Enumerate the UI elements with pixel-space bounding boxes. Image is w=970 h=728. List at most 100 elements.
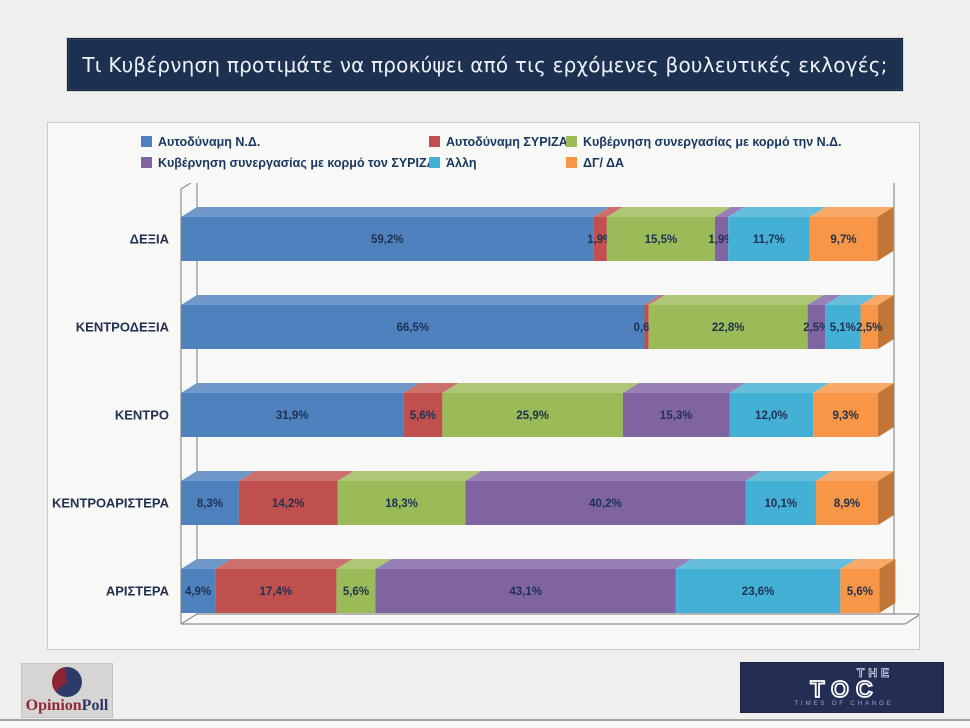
bar-segment-top (729, 383, 830, 393)
page-title: Τι Κυβέρνηση προτιμάτε να προκύψει από τ… (82, 52, 888, 77)
bar-segment-top (606, 207, 731, 217)
wall-top-edge (180, 183, 192, 190)
bar-segment-top (181, 383, 420, 393)
bar-segment-top (840, 559, 896, 569)
bar-segment (337, 481, 466, 525)
bar-segment-top (622, 383, 746, 393)
title-bar: Τι Κυβέρνηση προτιμάτε να προκύψει από τ… (67, 38, 903, 91)
bar-segment-top (442, 383, 639, 393)
bar-segment (860, 305, 878, 349)
bar-segment (336, 569, 376, 613)
legend-swatch (141, 157, 152, 168)
category-label: ΑΡΙΣΤΕΡΑ (106, 584, 170, 599)
chart-legend: Αυτοδύναμη Ν.Δ. Αυτοδύναμη ΣΥΡΙΖΑ Κυβέρνησ… (48, 123, 919, 183)
bar-segment-top (825, 295, 877, 305)
bar-segment-side (878, 471, 894, 525)
value-label: 15,5% (645, 234, 678, 246)
category-label: ΔΕΞΙΑ (130, 232, 170, 247)
bar-segment (442, 393, 623, 437)
bar-segment-top (644, 295, 665, 305)
value-label: 5,6% (410, 410, 436, 422)
bar-segment (403, 393, 443, 437)
bar-segment (181, 569, 216, 613)
bar-segment-top (238, 471, 354, 481)
value-label: 11,7% (753, 234, 785, 246)
value-label: 9,7% (830, 234, 856, 246)
bar-segment (593, 217, 607, 261)
bar-segment-side (878, 383, 894, 437)
value-label: 5,6% (847, 586, 873, 598)
value-label: 22,8% (712, 322, 745, 334)
value-label: 1,9% (708, 234, 734, 246)
bar-segment-side (877, 207, 894, 261)
value-label: 2,5% (803, 322, 829, 334)
legend-swatch (429, 136, 440, 147)
category-label: ΚΕΝΤΡΟΑΡΙΣΤΕΡΑ (52, 496, 170, 511)
bar-segment (840, 569, 880, 613)
value-label: 59,2% (371, 234, 404, 246)
bar-segment-top (860, 295, 894, 305)
value-label: 14,2% (272, 498, 305, 510)
bar-segment-top (181, 559, 232, 569)
legend-label: Άλλη (446, 155, 477, 170)
bar-segment (714, 217, 729, 261)
bar-segment-top (728, 207, 826, 217)
value-label: 43,1% (509, 586, 542, 598)
bar-segment (238, 481, 338, 525)
bar-segment (181, 217, 594, 261)
legend-label: ΔΓ/ ΔΑ (583, 155, 624, 170)
bar-segment-top (181, 295, 661, 305)
bottom-divider (0, 719, 970, 721)
legend-item: Άλλη (429, 155, 477, 170)
legend-label: Κυβέρνηση συνεργασίας με κορμό την Ν.Δ. (583, 134, 842, 149)
thetoc-logo: THE TOC TIMES OF CHANGE (740, 662, 944, 713)
bar-segment (815, 481, 878, 525)
bar-segment-top (337, 471, 482, 481)
category-label: ΚΕΝΤΡΟΔΕΞΙΑ (76, 320, 170, 335)
legend-item: ΔΓ/ ΔΑ (566, 155, 624, 170)
value-label: 25,9% (516, 410, 549, 422)
opinionpoll-logo: OpinionPoll (21, 663, 113, 718)
bar-segment-top (336, 559, 392, 569)
bar-segment (375, 569, 676, 613)
legend-swatch (566, 136, 577, 147)
bar-segment-top (815, 471, 894, 481)
bar-segment-top (714, 207, 745, 217)
bar-segment-top (648, 295, 824, 305)
value-label: 9,3% (832, 410, 858, 422)
value-label: 4,9% (185, 586, 211, 598)
bar-segment-top (813, 383, 894, 393)
legend-swatch (566, 157, 577, 168)
bar-segment-top (807, 295, 842, 305)
bar-segment (181, 393, 404, 437)
value-label: 1,9% (587, 234, 613, 246)
bar-segment-top (593, 207, 623, 217)
bar-segment-top (181, 471, 255, 481)
value-label: 66,5% (396, 322, 429, 334)
bar-segment-top (745, 471, 832, 481)
bar-segment (181, 481, 239, 525)
bar-segment (813, 393, 878, 437)
value-label: 2,5% (856, 322, 882, 334)
bar-segment (644, 305, 649, 349)
bar-segment (465, 481, 746, 525)
legend-item: Κυβέρνηση συνεργασίας με κορμό την Ν.Δ. (566, 134, 842, 149)
value-label: 10,1% (764, 498, 797, 510)
bar-segment (181, 305, 645, 349)
value-label: 15,3% (660, 410, 693, 422)
value-label: 31,9% (276, 410, 309, 422)
bar-segment-top (809, 207, 894, 217)
value-label: 5,1% (830, 322, 856, 334)
category-label: ΚΕΝΤΡΟ (115, 408, 169, 423)
bar-segment-top (375, 559, 692, 569)
bar-segment-top (675, 559, 857, 569)
bar-segment (728, 217, 810, 261)
bar-segment (745, 481, 816, 525)
bar-segment (648, 305, 808, 349)
value-label: 5,6% (343, 586, 369, 598)
legend-item: Κυβέρνηση συνεργασίας με κορμό τον ΣΥΡΙΖ… (141, 155, 436, 170)
bar-segment-top (181, 207, 610, 217)
bar-segment (729, 393, 814, 437)
thetoc-word-the: THE (857, 665, 893, 680)
bar-segment (809, 217, 878, 261)
